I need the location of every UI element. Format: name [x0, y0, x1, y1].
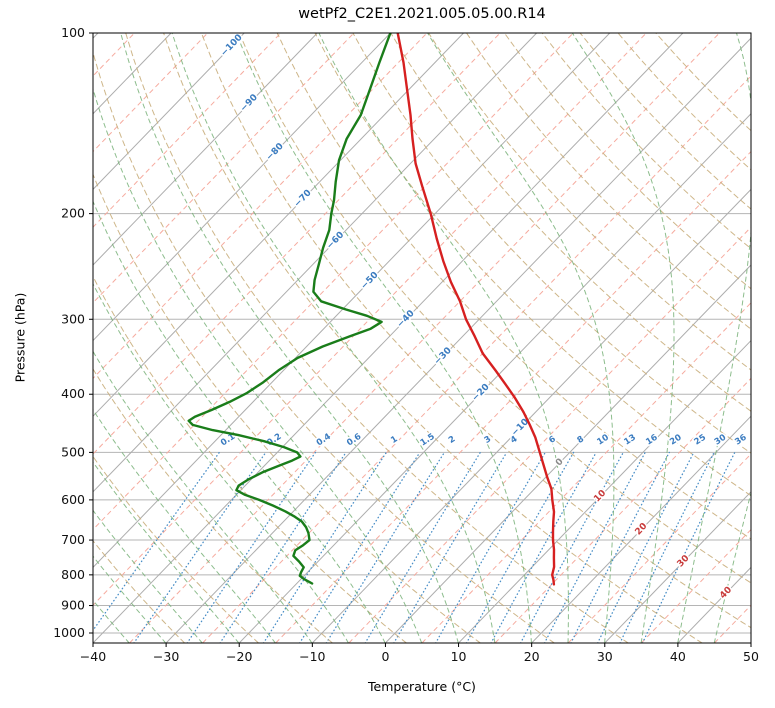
svg-text:300: 300	[61, 311, 85, 326]
svg-text:−10: −10	[299, 649, 325, 664]
svg-text:−100: −100	[219, 33, 244, 59]
svg-text:20: 20	[668, 433, 683, 448]
svg-text:600: 600	[61, 492, 85, 507]
svg-text:800: 800	[61, 567, 85, 582]
svg-text:1000: 1000	[53, 625, 85, 640]
svg-text:0: 0	[381, 649, 389, 664]
svg-text:400: 400	[61, 386, 85, 401]
svg-text:40: 40	[670, 649, 686, 664]
svg-text:30: 30	[713, 433, 728, 448]
svg-text:1: 1	[389, 434, 399, 446]
svg-text:30: 30	[597, 649, 613, 664]
svg-text:−30: −30	[153, 649, 179, 664]
svg-text:1.5: 1.5	[419, 432, 437, 449]
svg-text:900: 900	[61, 598, 85, 613]
svg-text:50: 50	[743, 649, 759, 664]
chart-title: wetPf2_C2E1.2021.005.05.00.R14	[298, 6, 546, 22]
svg-text:−40: −40	[80, 649, 106, 664]
svg-text:36: 36	[733, 433, 748, 448]
svg-text:25: 25	[693, 433, 708, 448]
svg-text:20: 20	[524, 649, 540, 664]
svg-text:100: 100	[61, 25, 85, 40]
svg-text:200: 200	[61, 206, 85, 221]
svg-text:2: 2	[447, 434, 457, 446]
svg-text:−20: −20	[226, 649, 252, 664]
svg-text:13: 13	[622, 433, 637, 448]
svg-text:10: 10	[451, 649, 467, 664]
svg-text:0.4: 0.4	[315, 432, 333, 449]
svg-text:700: 700	[61, 532, 85, 547]
svg-text:500: 500	[61, 444, 85, 459]
svg-text:10: 10	[595, 433, 610, 448]
x-axis-label: Temperature (°C)	[368, 679, 476, 694]
svg-text:6: 6	[547, 434, 557, 446]
svg-text:16: 16	[644, 433, 659, 448]
svg-text:0.6: 0.6	[345, 432, 363, 449]
